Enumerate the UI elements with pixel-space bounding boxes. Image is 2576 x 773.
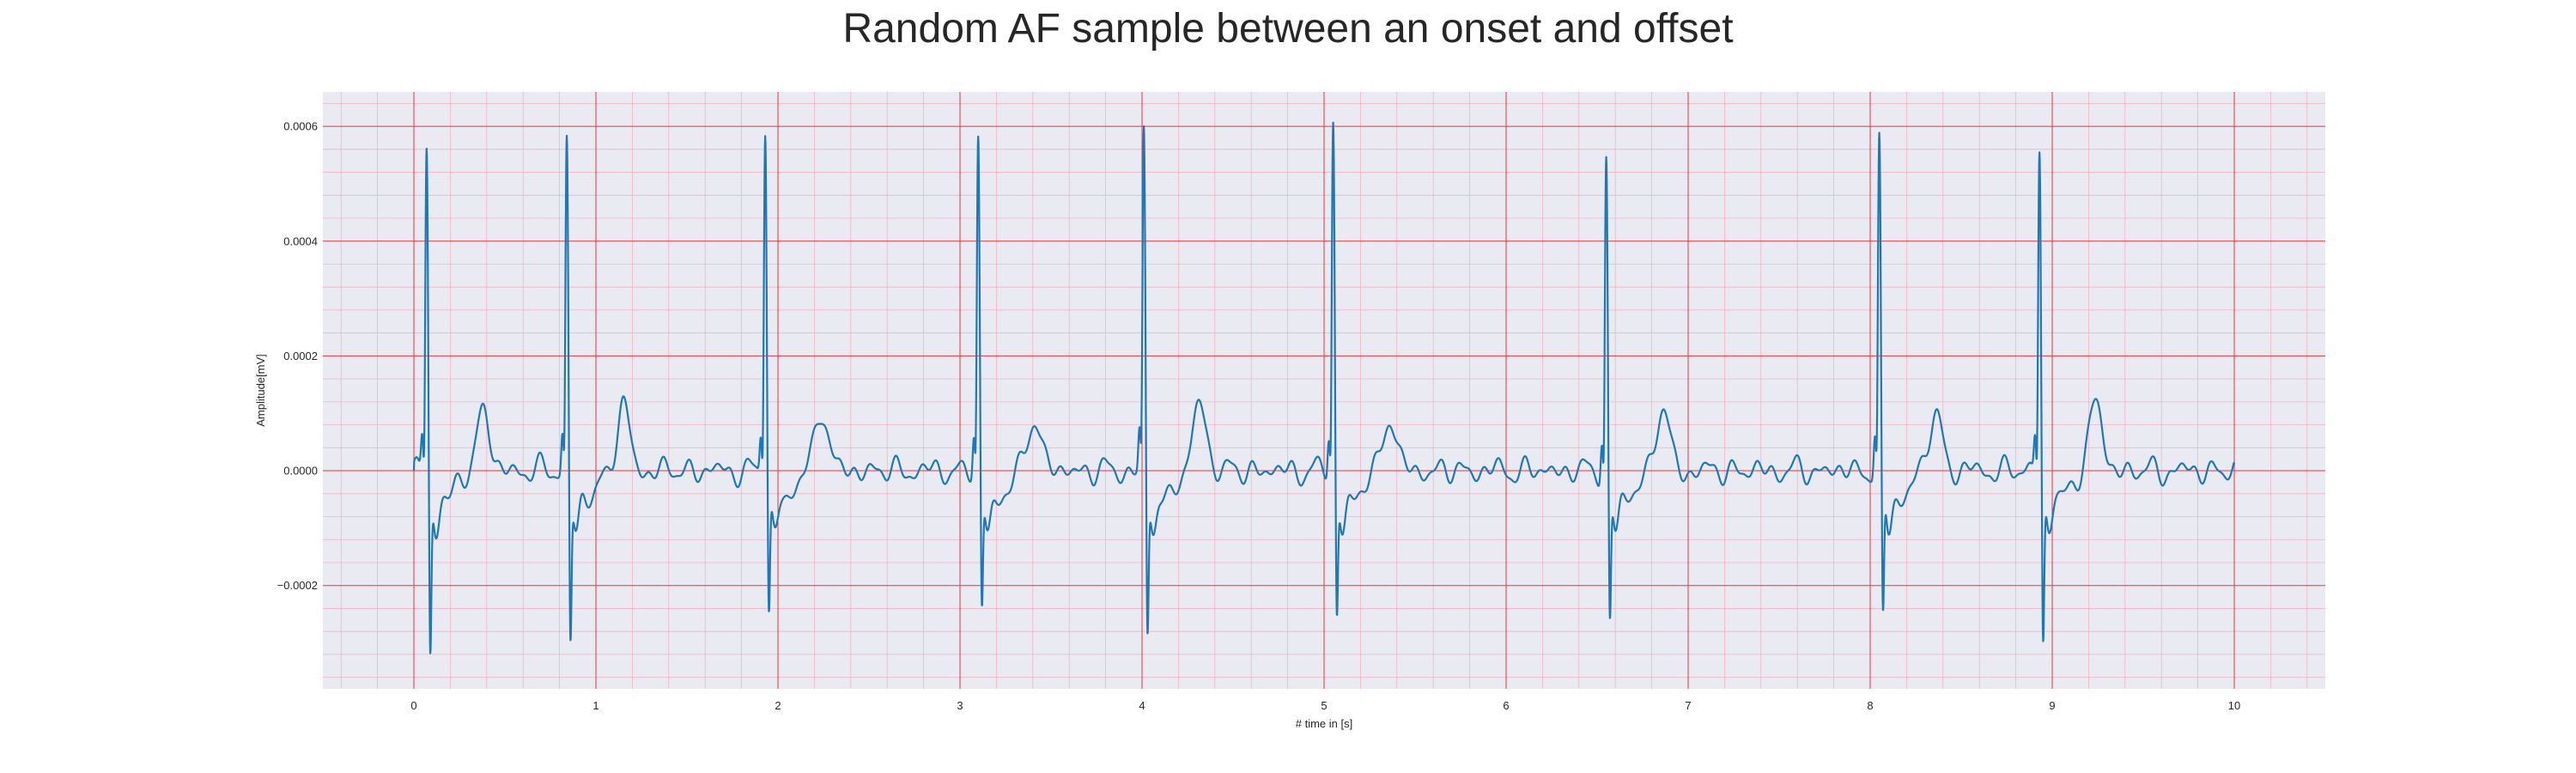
x-tick-label: 10 (2228, 699, 2240, 712)
x-tick-label: 5 (1321, 699, 1327, 712)
y-tick-label: 0.0006 (283, 120, 318, 133)
x-tick-label: 6 (1503, 699, 1509, 712)
x-tick-label: 4 (1139, 699, 1145, 712)
x-tick-label: 3 (957, 699, 963, 712)
x-tick-label: 2 (775, 699, 781, 712)
x-tick-label: 7 (1685, 699, 1691, 712)
x-tick-label: 9 (2049, 699, 2055, 712)
x-tick-label: 0 (410, 699, 416, 712)
ecg-signal-line (412, 121, 2236, 654)
y-axis-ticks: −0.0002 0.0000 0.0002 0.0004 0.0006 (277, 120, 318, 593)
x-tick-label: 8 (1867, 699, 1873, 712)
y-tick-label: 0.0000 (283, 465, 318, 478)
x-tick-label: 1 (592, 699, 598, 712)
y-tick-label: 0.0004 (283, 234, 318, 247)
y-tick-label: 0.0002 (283, 350, 318, 362)
x-axis-ticks: 0 1 2 3 4 5 6 7 8 9 10 (410, 699, 2240, 712)
major-grid (323, 92, 2325, 689)
y-axis-label: Amplitude[mV] (254, 354, 267, 427)
y-tick-label: −0.0002 (277, 579, 318, 592)
chart-title: Random AF sample between an onset and of… (842, 6, 1734, 52)
x-axis-label: # time in [s] (1296, 717, 1352, 730)
